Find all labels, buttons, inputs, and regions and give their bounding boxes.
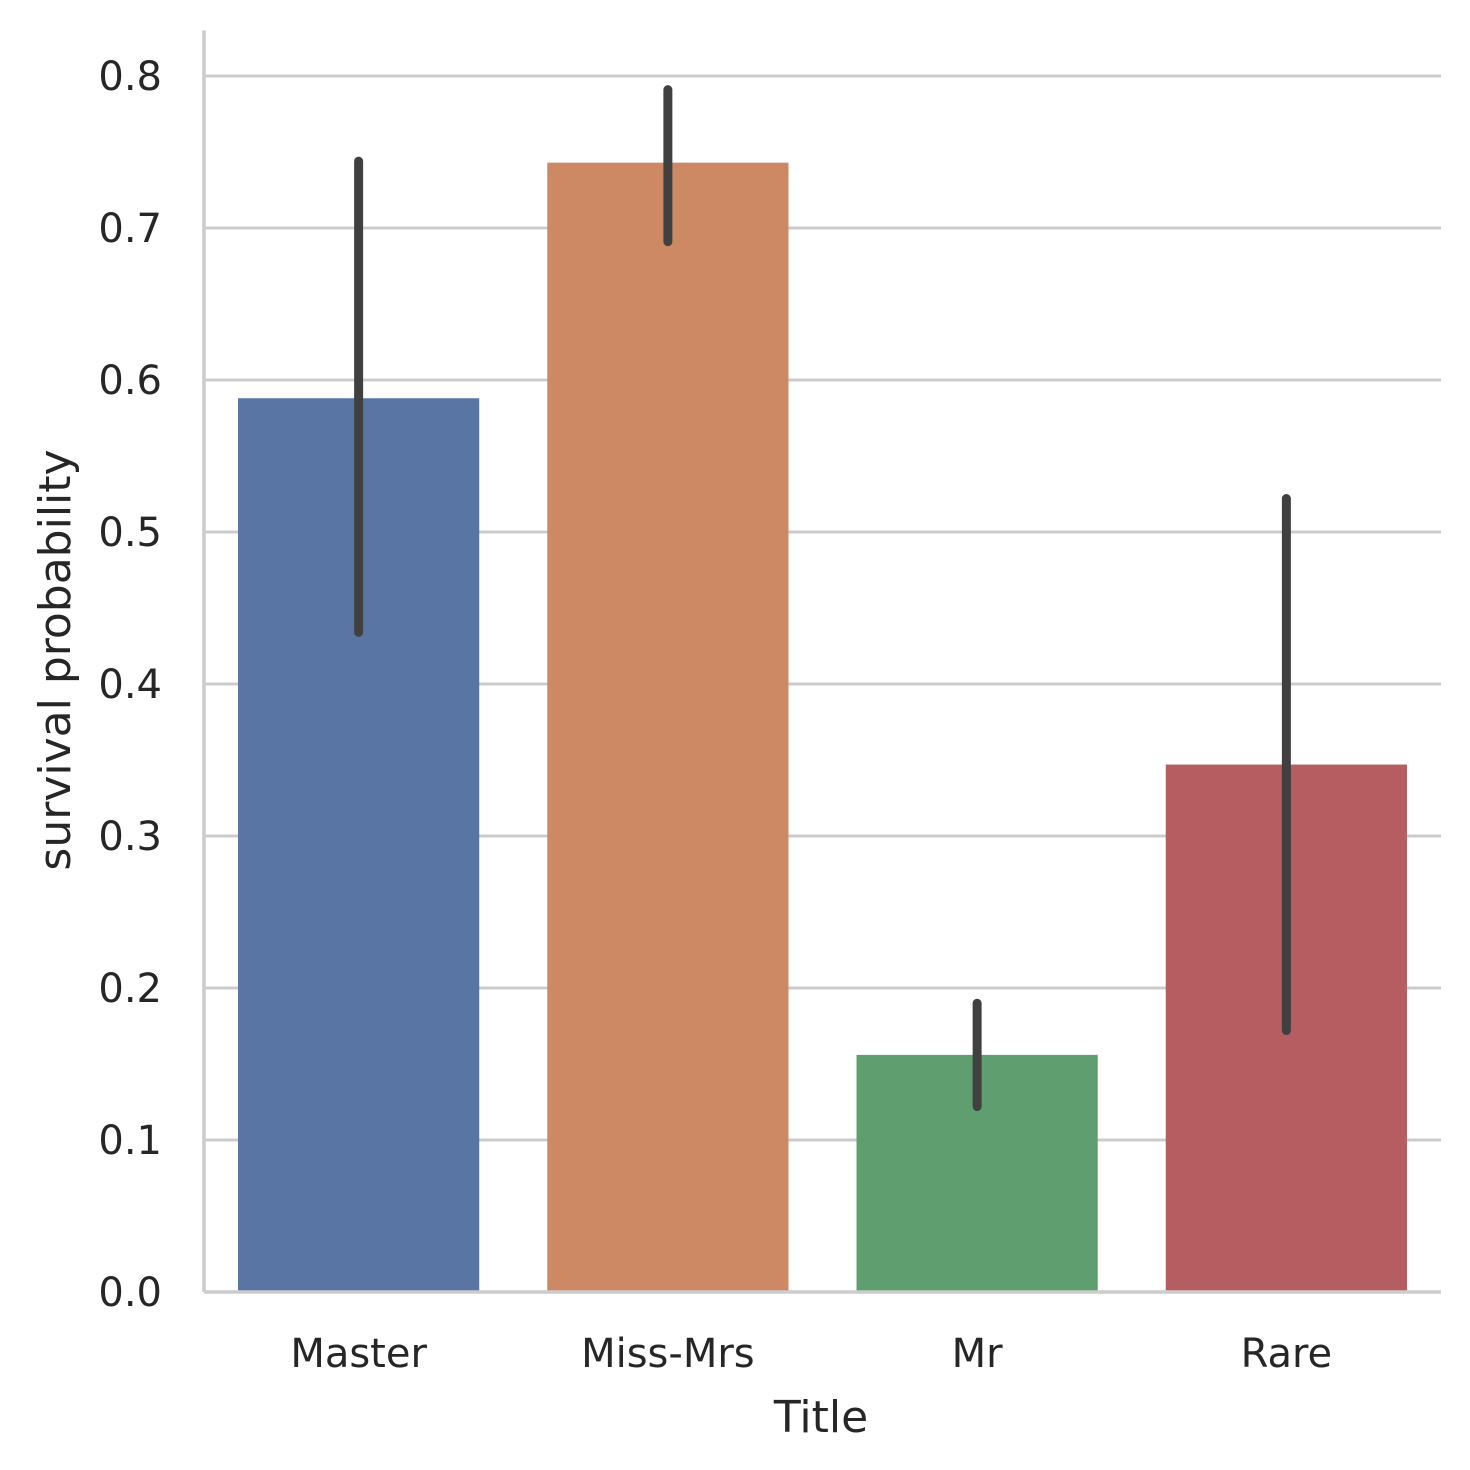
x-tick-label: Master bbox=[290, 1331, 427, 1377]
error-bars bbox=[354, 85, 1291, 1112]
x-axis-label: Title bbox=[773, 1392, 868, 1443]
y-tick-label: 0.8 bbox=[98, 54, 162, 100]
y-tick-label: 0.4 bbox=[98, 662, 162, 708]
x-tick-label: Mr bbox=[952, 1331, 1004, 1377]
y-tick-labels: 0.0 0.1 0.2 0.3 0.4 0.5 0.6 0.7 0.8 bbox=[98, 54, 162, 1316]
x-tick-label: Miss-Mrs bbox=[581, 1331, 755, 1377]
x-tick-labels: Master Miss-Mrs Mr Rare bbox=[290, 1331, 1332, 1377]
bar-miss-mrs bbox=[547, 162, 789, 1292]
y-tick-label: 0.5 bbox=[98, 510, 162, 556]
y-tick-label: 0.6 bbox=[98, 358, 162, 404]
axes bbox=[202, 30, 1441, 1294]
y-tick-label: 0.0 bbox=[98, 1270, 162, 1316]
x-tick-label: Rare bbox=[1241, 1331, 1333, 1377]
y-axis-label: survival probability bbox=[30, 449, 81, 870]
bars bbox=[238, 162, 1407, 1292]
y-tick-label: 0.7 bbox=[98, 206, 162, 252]
y-tick-label: 0.1 bbox=[98, 1118, 162, 1164]
y-tick-label: 0.2 bbox=[98, 966, 162, 1012]
y-tick-label: 0.3 bbox=[98, 814, 162, 860]
